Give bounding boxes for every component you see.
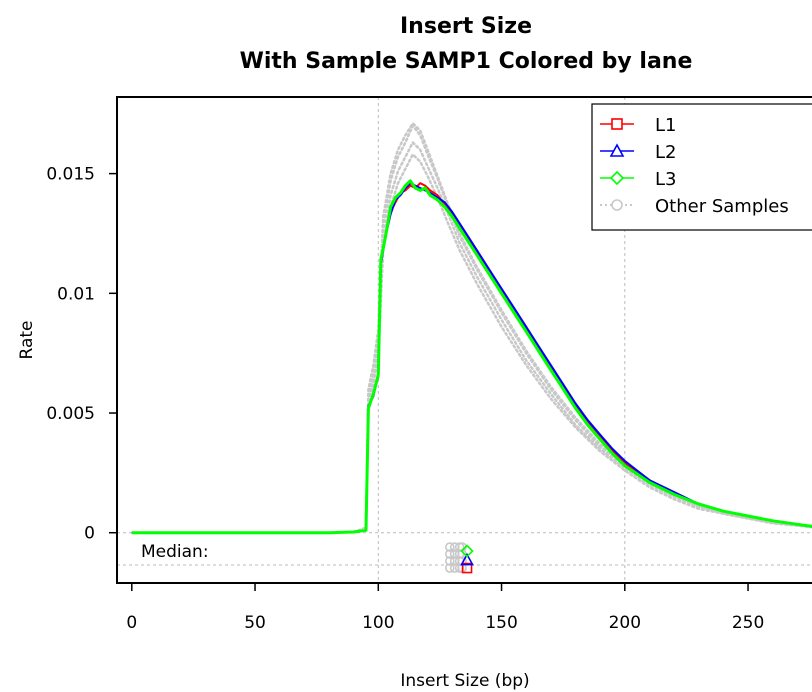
legend-marker-l1 <box>611 118 623 130</box>
series-line-l1 <box>131 182 812 534</box>
chart-title: Insert Size <box>400 14 532 39</box>
other-median-marker-0-0 <box>444 563 455 573</box>
series-line-l3 <box>131 179 812 535</box>
y-tick-label-2: 0.01 <box>57 284 95 304</box>
other-median-marker-0-2 <box>444 549 455 559</box>
other-median-marker-0-1 <box>444 556 455 566</box>
y-tick-label-1: 0.005 <box>46 404 95 424</box>
y-tick-label-0: 0 <box>84 524 95 544</box>
other-sample-curve-2 <box>352 152 812 534</box>
x-tick-label-50: 50 <box>244 613 266 633</box>
legend-box <box>591 103 812 231</box>
plot-frame <box>116 96 812 584</box>
plot-area <box>131 121 812 574</box>
legend-marker-l2 <box>609 143 625 157</box>
x-tick-label-0: 0 <box>126 613 137 633</box>
x-tick-label-100: 100 <box>362 613 394 633</box>
median-markers <box>444 542 474 574</box>
median-marker-l1 <box>461 562 473 574</box>
legend-label-l3: L3 <box>655 169 676 190</box>
legend-marker-other-samples <box>611 199 623 211</box>
x-axis-label: Insert Size (bp) <box>400 671 529 691</box>
x-tick-label-200: 200 <box>609 613 641 633</box>
legend-label-l1: L1 <box>655 115 676 136</box>
legend: L1 L2 L3 Other Samples <box>591 103 812 231</box>
legend-label-l2: L2 <box>655 142 676 163</box>
series-line-l2 <box>131 182 812 534</box>
other-median-marker-0-3 <box>444 542 455 552</box>
y-axis-label: Rate <box>17 321 37 360</box>
median-marker-l3 <box>460 544 474 558</box>
chart-subtitle: With Sample SAMP1 Colored by lane <box>240 49 693 74</box>
legend-marker-l3 <box>609 170 625 186</box>
median-label: Median: <box>141 542 209 562</box>
axes: 0 50 100 150 200 250 0 0.005 0.01 0.015 <box>46 165 764 633</box>
median-marker-l2 <box>460 552 474 566</box>
x-tick-label-250: 250 <box>732 613 764 633</box>
x-tick-label-150: 150 <box>485 613 517 633</box>
y-tick-label-3: 0.015 <box>46 165 95 185</box>
other-sample-curve-3 <box>352 121 812 534</box>
lane-series <box>131 179 812 535</box>
legend-label-other-samples: Other Samples <box>655 196 789 217</box>
